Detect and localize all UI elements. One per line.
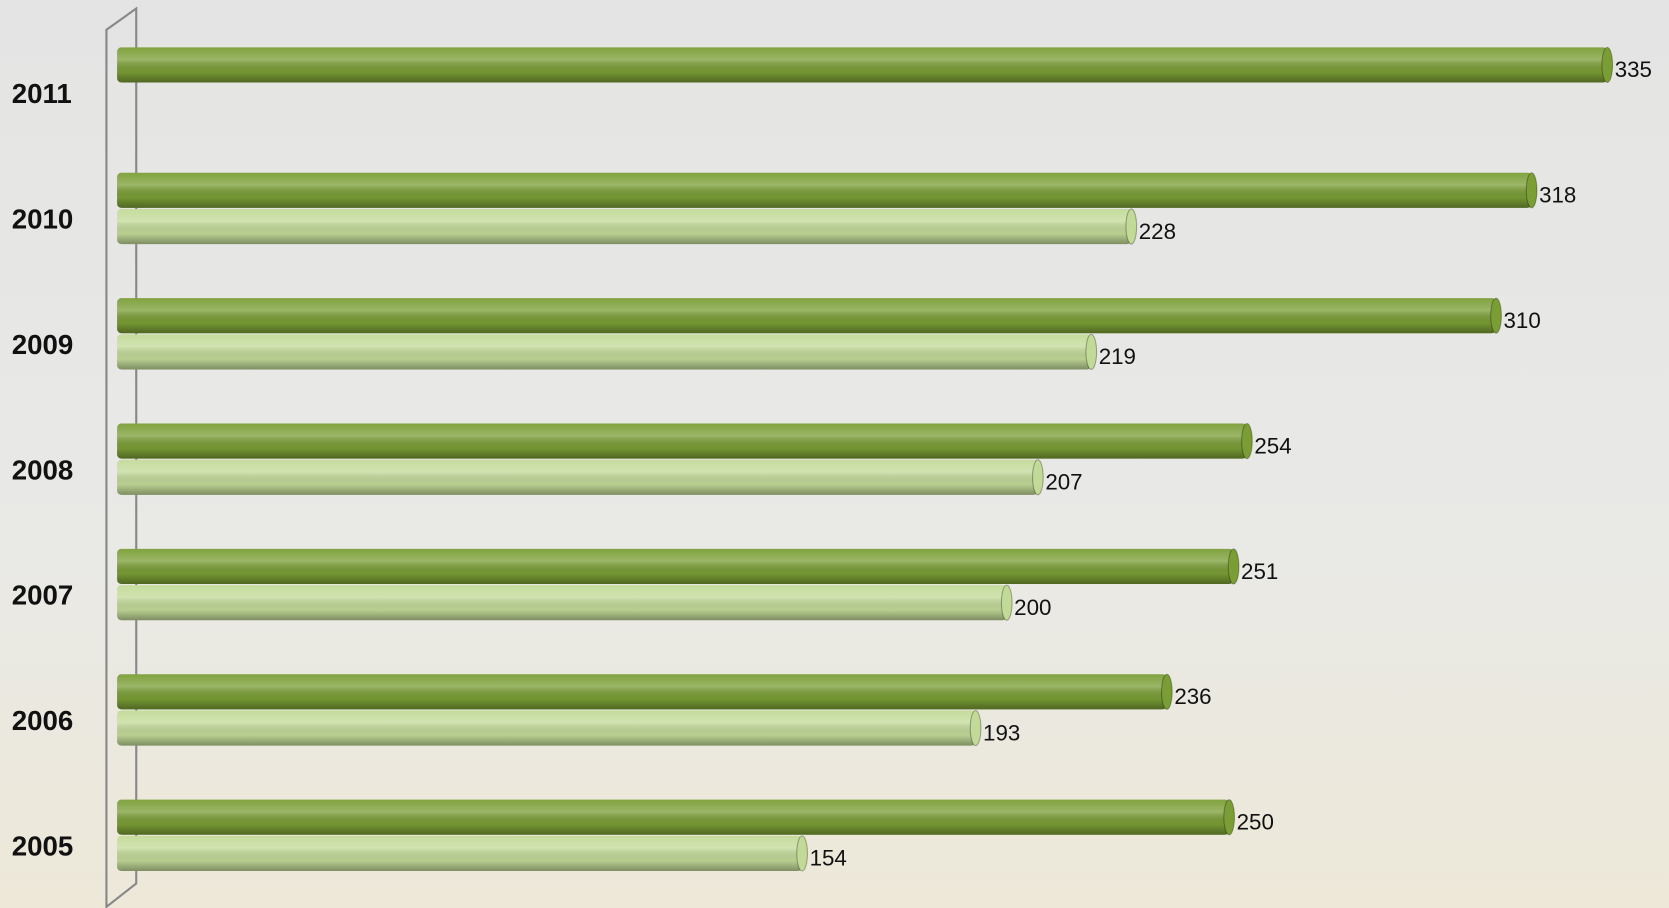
page: 2011 335 2010 318 228 2009 310 219 2008 254 207 200… — [0, 0, 1669, 908]
y-tick-label: 2011 — [12, 78, 72, 109]
bar-shading — [117, 424, 1247, 459]
bar-shading — [117, 836, 802, 871]
value-label: 193 — [983, 720, 1020, 745]
bar-cap — [1491, 298, 1502, 333]
bar-cap — [1224, 800, 1235, 835]
value-label: 228 — [1139, 219, 1176, 244]
bar-cap — [1033, 460, 1044, 495]
bar-shading — [117, 710, 976, 745]
value-label: 200 — [1014, 595, 1051, 620]
bar-shading — [117, 47, 1607, 82]
bar-shading — [117, 585, 1007, 620]
bar-shading — [117, 549, 1234, 584]
y-tick-label: 2005 — [12, 830, 74, 861]
y-tick-label: 2006 — [12, 705, 74, 736]
value-label: 310 — [1503, 308, 1540, 333]
bar-cap — [1526, 173, 1537, 208]
bar-shading — [117, 209, 1131, 244]
bar-cap — [1126, 209, 1137, 244]
value-label: 207 — [1045, 470, 1082, 495]
value-label: 236 — [1174, 684, 1211, 709]
bar-shading — [117, 460, 1038, 495]
value-label: 154 — [810, 846, 847, 871]
bar-cap — [1162, 674, 1173, 709]
y-tick-label: 2010 — [12, 203, 74, 234]
y-tick-label: 2008 — [12, 454, 74, 485]
bar-shading — [117, 298, 1496, 333]
value-label: 318 — [1539, 183, 1576, 208]
bar-cap — [1001, 585, 1012, 620]
value-label: 219 — [1099, 344, 1136, 369]
bar-cap — [1228, 549, 1239, 584]
bar-shading — [117, 800, 1229, 835]
value-label: 335 — [1615, 57, 1652, 82]
bar-cap — [1602, 47, 1613, 82]
chart: 2011 335 2010 318 228 2009 310 219 2008 254 207 200… — [0, 0, 1669, 908]
value-label: 254 — [1254, 433, 1291, 458]
y-tick-label: 2007 — [12, 580, 74, 611]
bar-shading — [117, 173, 1532, 208]
bar-cap — [970, 710, 981, 745]
bar-cap — [797, 836, 808, 871]
value-label: 251 — [1241, 559, 1278, 584]
bar-cap — [1086, 334, 1097, 369]
bar-cap — [1242, 424, 1253, 459]
value-label: 250 — [1237, 810, 1274, 835]
bar-shading — [117, 334, 1091, 369]
bar-shading — [117, 674, 1167, 709]
y-tick-label: 2009 — [12, 329, 74, 360]
